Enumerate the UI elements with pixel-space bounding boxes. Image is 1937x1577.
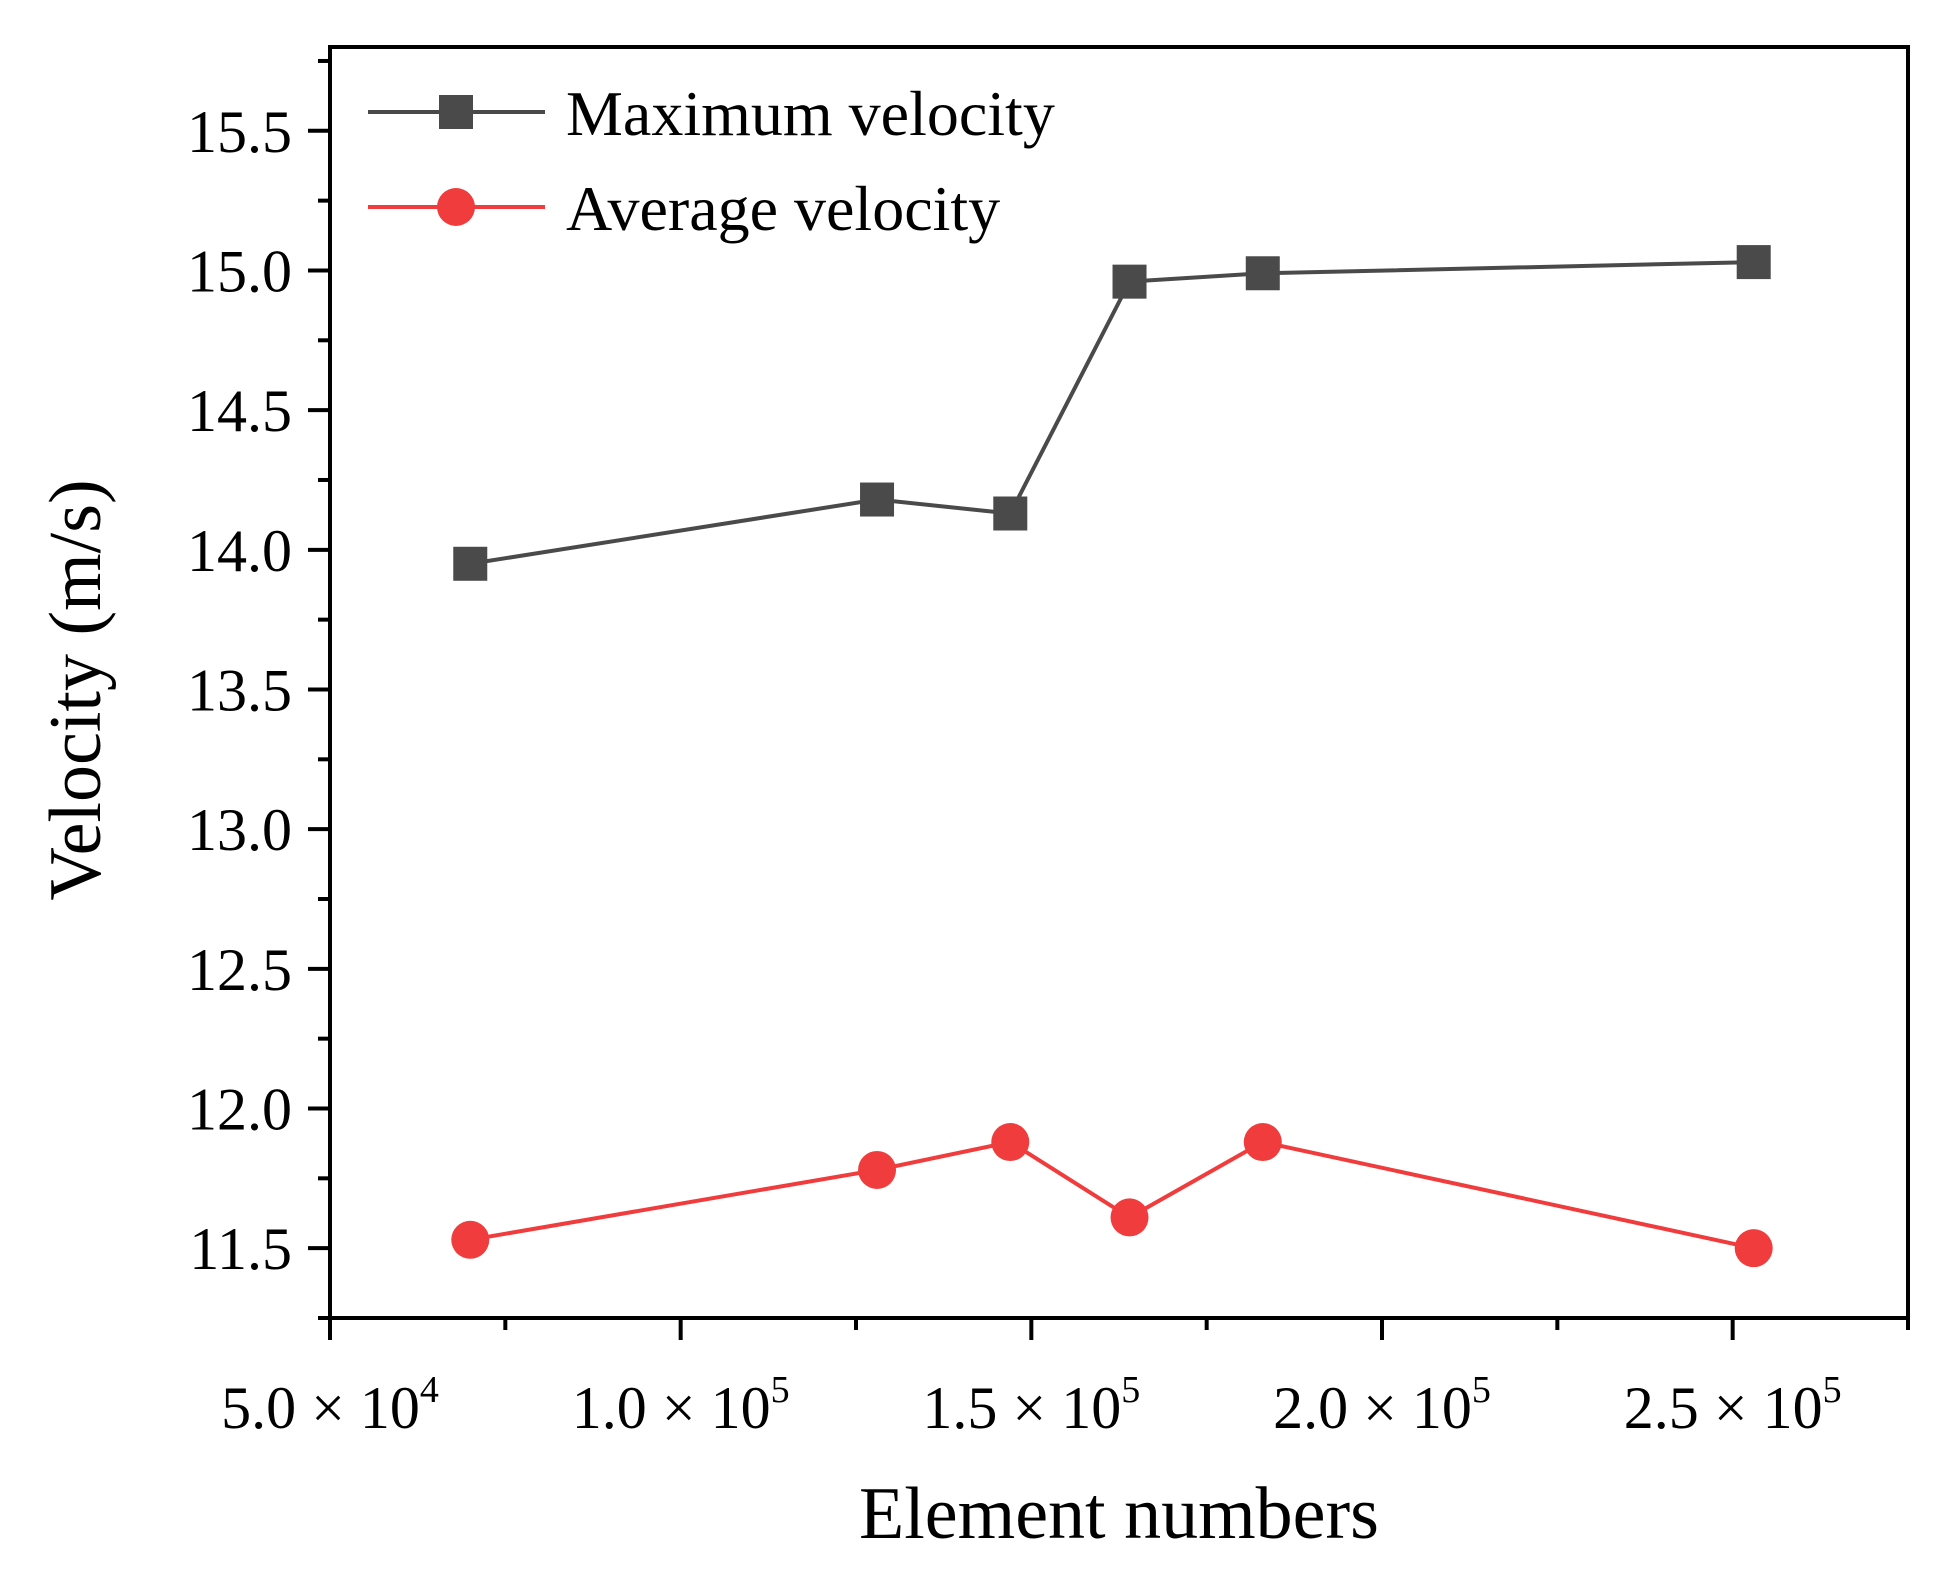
y-tick-label: 13.0 — [187, 797, 292, 863]
data-point-circle — [1110, 1198, 1149, 1237]
series-average-velocity — [451, 1123, 1773, 1268]
data-point-circle — [451, 1220, 490, 1259]
legend: Maximum velocity Average velocity — [368, 78, 1055, 244]
data-point-square — [1245, 256, 1280, 291]
legend-marker-square — [439, 95, 473, 129]
x-tick-label: 1.0 × 105 — [572, 1369, 790, 1441]
y-tick-label: 12.5 — [187, 937, 292, 1003]
data-point-circle — [1243, 1123, 1282, 1162]
x-tick-label: 2.0 × 105 — [1273, 1369, 1491, 1441]
y-tick-label: 14.5 — [187, 378, 292, 444]
legend-marker-circle — [437, 188, 475, 226]
data-point-square — [993, 496, 1028, 531]
legend-label: Maximum velocity — [566, 78, 1055, 149]
plot-frame — [328, 45, 1910, 1320]
data-point-circle — [991, 1123, 1030, 1162]
x-axis-ticks: 5.0 × 104 1.0 × 105 1.5 × 105 2.0 × 105 2.5 … — [221, 1318, 1910, 1441]
y-tick-label: 11.5 — [189, 1216, 292, 1282]
data-point-square — [860, 482, 895, 517]
data-point-square — [1736, 245, 1771, 280]
legend-label: Average velocity — [566, 173, 1000, 244]
series-layer — [451, 245, 1773, 1268]
x-tick-label: 2.5 × 105 — [1624, 1369, 1842, 1441]
y-tick-label: 15.0 — [187, 238, 292, 304]
data-point-circle — [858, 1150, 897, 1189]
y-axis-title: Velocity (m/s) — [35, 479, 117, 900]
y-tick-label: 12.0 — [187, 1076, 292, 1142]
series-line — [469, 1139, 1755, 1251]
y-axis-ticks: 11.5 12.0 12.5 13.0 13.5 14.0 14.5 15.0 15.5 — [187, 58, 330, 1320]
series-line — [469, 260, 1754, 566]
data-point-circle — [1734, 1229, 1773, 1268]
data-point-square — [453, 546, 488, 581]
x-axis-title: Element numbers — [859, 1473, 1379, 1555]
legend-item: Maximum velocity — [368, 78, 1055, 149]
plot-frame-rect — [328, 45, 1910, 1320]
series-maximum-velocity — [453, 245, 1771, 581]
y-tick-label: 14.0 — [187, 518, 292, 584]
y-tick-label: 15.5 — [187, 99, 292, 165]
data-point-square — [1112, 264, 1147, 299]
x-tick-label: 1.5 × 105 — [922, 1369, 1140, 1441]
legend-item: Average velocity — [368, 173, 1000, 244]
y-tick-label: 13.5 — [187, 657, 292, 723]
x-tick-label: 5.0 × 104 — [221, 1369, 439, 1441]
